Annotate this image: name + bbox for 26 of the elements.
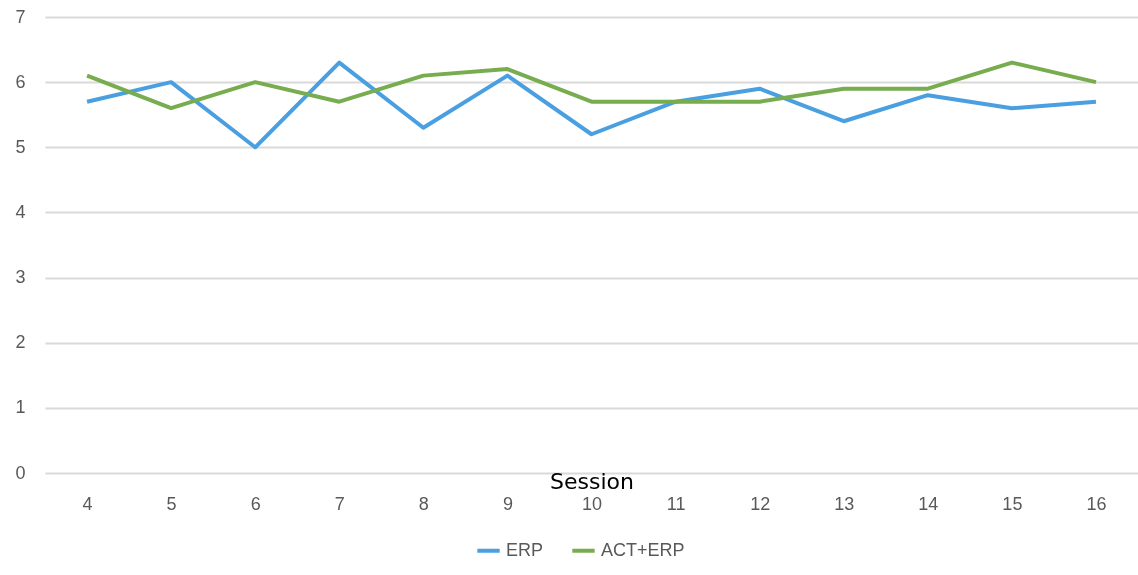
x-tick-label: 6: [250, 493, 261, 514]
x-tick-label: 9: [502, 493, 513, 514]
x-tick-label: 13: [834, 493, 855, 514]
x-tick-label: 8: [418, 493, 429, 514]
legend-label: ACT+ERP: [601, 539, 685, 560]
x-tick-label: 10: [581, 493, 603, 514]
y-tick-label: 7: [15, 6, 26, 27]
legend-label: ERP: [506, 539, 544, 560]
line-series: [85, 60, 1098, 111]
y-tick-label: 5: [15, 136, 26, 157]
x-tick-label: 14: [918, 493, 939, 514]
x-tick-label: 15: [1002, 493, 1023, 514]
y-tick-label: 2: [15, 332, 26, 353]
x-tick-label: 11: [666, 493, 686, 514]
x-axis-title: Session: [550, 468, 634, 494]
y-tick-label: 0: [15, 462, 26, 483]
x-tick-label: 16: [1086, 493, 1107, 514]
x-tick-label: 7: [334, 493, 345, 514]
y-tick-label: 1: [15, 397, 26, 418]
y-tick-label: 3: [15, 267, 26, 288]
x-tick-label: 12: [750, 493, 771, 514]
x-tick-label: 5: [166, 493, 177, 514]
y-tick-label: 4: [15, 201, 26, 222]
line-series: [85, 60, 1098, 150]
x-tick-label: 4: [82, 493, 93, 514]
y-tick-label: 6: [15, 71, 26, 92]
